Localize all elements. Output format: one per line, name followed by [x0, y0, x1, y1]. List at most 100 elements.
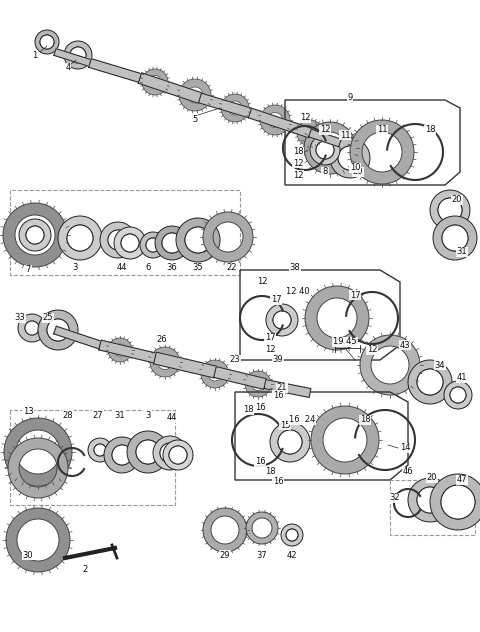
- Text: 12: 12: [257, 277, 267, 286]
- Wedge shape: [203, 508, 247, 552]
- Text: 17: 17: [350, 291, 360, 300]
- Wedge shape: [408, 360, 452, 404]
- Text: 3: 3: [72, 264, 78, 272]
- Text: 12: 12: [293, 171, 303, 179]
- Wedge shape: [19, 219, 51, 251]
- Wedge shape: [360, 335, 420, 395]
- Text: 12 40: 12 40: [286, 288, 310, 296]
- Wedge shape: [18, 314, 46, 342]
- Text: 5: 5: [192, 116, 198, 125]
- Text: 8: 8: [322, 167, 328, 176]
- Text: 12: 12: [293, 159, 303, 167]
- Wedge shape: [444, 381, 472, 409]
- Wedge shape: [430, 190, 470, 230]
- Text: 29: 29: [220, 550, 230, 559]
- Text: 11: 11: [377, 126, 387, 135]
- Wedge shape: [35, 30, 59, 54]
- Text: 30: 30: [23, 550, 33, 559]
- Text: 38: 38: [289, 264, 300, 272]
- Wedge shape: [203, 212, 253, 262]
- Circle shape: [94, 444, 106, 456]
- Wedge shape: [108, 338, 132, 362]
- Wedge shape: [155, 226, 189, 260]
- Wedge shape: [176, 218, 220, 262]
- Text: 22: 22: [227, 264, 237, 272]
- Circle shape: [25, 321, 39, 335]
- Polygon shape: [54, 49, 91, 66]
- Circle shape: [108, 230, 128, 250]
- Circle shape: [67, 225, 93, 251]
- Text: 39: 39: [273, 355, 283, 365]
- Text: 16: 16: [273, 477, 283, 485]
- Text: 10: 10: [350, 164, 360, 173]
- Circle shape: [26, 226, 44, 244]
- Wedge shape: [260, 105, 290, 135]
- Circle shape: [450, 387, 466, 403]
- Text: 44: 44: [167, 413, 177, 423]
- Polygon shape: [54, 326, 101, 349]
- Wedge shape: [245, 371, 271, 397]
- Text: 15: 15: [280, 420, 290, 430]
- Wedge shape: [281, 524, 303, 546]
- Text: 6: 6: [145, 264, 151, 272]
- Circle shape: [40, 35, 54, 49]
- Text: 25: 25: [43, 313, 53, 322]
- Wedge shape: [100, 222, 136, 258]
- Wedge shape: [408, 478, 452, 522]
- Text: 31: 31: [456, 248, 468, 257]
- Wedge shape: [104, 437, 140, 473]
- Text: 2: 2: [83, 566, 88, 574]
- Wedge shape: [6, 508, 70, 572]
- Circle shape: [160, 443, 180, 463]
- Wedge shape: [3, 203, 67, 267]
- Wedge shape: [433, 216, 477, 260]
- Wedge shape: [297, 120, 323, 146]
- Text: 42: 42: [287, 550, 297, 559]
- Wedge shape: [330, 138, 370, 178]
- Text: 32: 32: [390, 494, 400, 502]
- Circle shape: [316, 141, 334, 159]
- Circle shape: [169, 446, 187, 464]
- Polygon shape: [199, 93, 252, 118]
- Circle shape: [121, 234, 139, 252]
- Wedge shape: [64, 41, 92, 69]
- Text: 16: 16: [255, 458, 265, 466]
- Circle shape: [442, 225, 468, 251]
- Text: 14: 14: [400, 444, 410, 453]
- Wedge shape: [430, 474, 480, 530]
- Text: 3: 3: [145, 411, 151, 420]
- Text: 11: 11: [340, 130, 350, 140]
- Text: 41: 41: [457, 374, 467, 382]
- Circle shape: [185, 227, 211, 253]
- Circle shape: [47, 319, 69, 341]
- Polygon shape: [154, 352, 216, 378]
- Circle shape: [146, 238, 160, 252]
- Text: 16  24: 16 24: [289, 415, 315, 425]
- Wedge shape: [305, 286, 369, 350]
- Text: 16: 16: [273, 391, 283, 399]
- Wedge shape: [350, 120, 414, 184]
- Text: 27: 27: [93, 411, 103, 420]
- Circle shape: [338, 146, 362, 170]
- Text: 26: 26: [156, 336, 168, 344]
- Text: 31: 31: [115, 411, 125, 420]
- Text: 12: 12: [300, 114, 310, 123]
- Text: 18: 18: [293, 147, 303, 157]
- Wedge shape: [142, 69, 168, 95]
- Wedge shape: [310, 135, 340, 165]
- Wedge shape: [246, 512, 278, 544]
- Circle shape: [136, 440, 160, 464]
- Text: 36: 36: [167, 264, 178, 272]
- Wedge shape: [201, 360, 229, 388]
- Polygon shape: [89, 59, 141, 82]
- Wedge shape: [153, 436, 187, 470]
- Polygon shape: [99, 340, 156, 363]
- Text: 20: 20: [353, 167, 363, 176]
- Text: 37: 37: [257, 550, 267, 559]
- Wedge shape: [140, 232, 166, 258]
- Text: 20: 20: [452, 195, 462, 205]
- Text: 46: 46: [403, 468, 413, 477]
- Wedge shape: [114, 227, 146, 259]
- Text: 12: 12: [265, 346, 275, 355]
- Text: 18: 18: [243, 406, 253, 415]
